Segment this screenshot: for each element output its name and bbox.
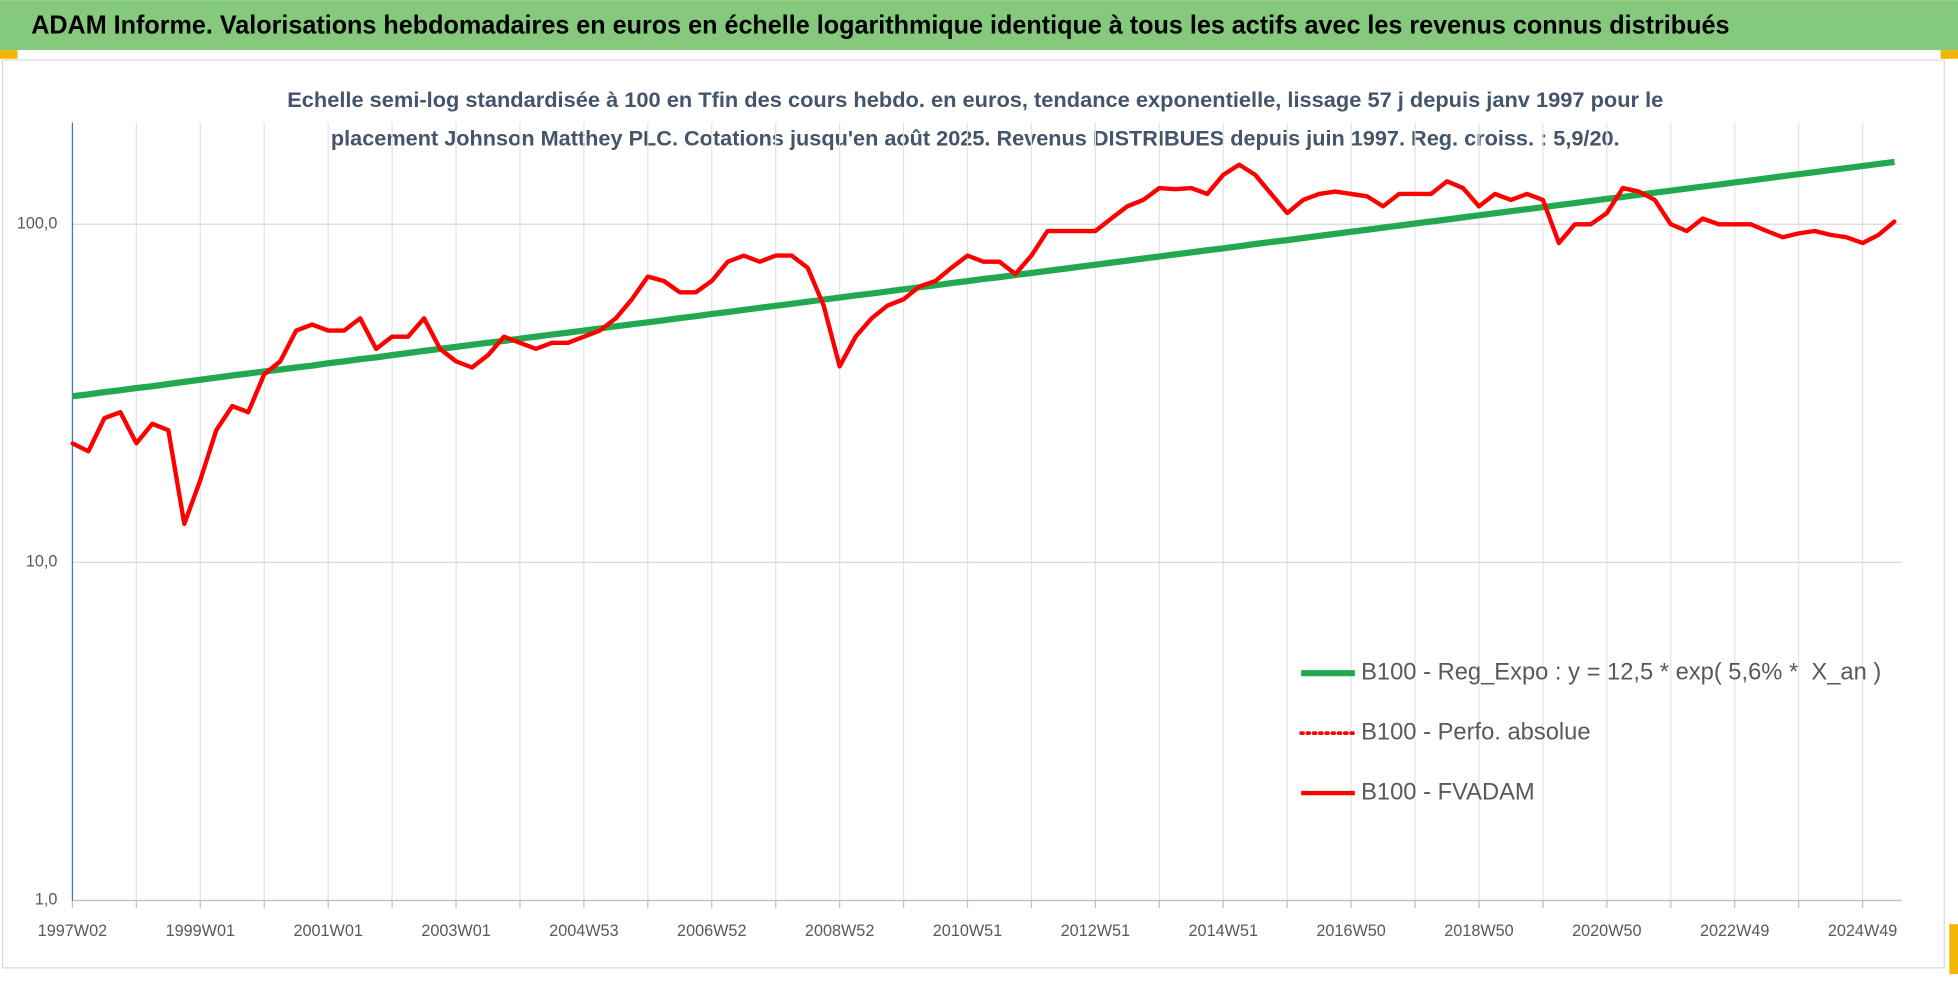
corner [1940, 50, 1958, 59]
corner [0, 50, 18, 59]
corner [1949, 924, 1958, 975]
x-tick-label: 2024W49 [1828, 922, 1897, 940]
y-tick-label: 1,0 [35, 891, 58, 909]
chart-subtitle: Echelle semi-log standardisée à 100 en T… [287, 89, 1663, 112]
series-line [72, 158, 1895, 400]
x-tick-label: 2003W01 [421, 922, 490, 940]
x-tick-label: 2012W51 [1061, 922, 1130, 940]
y-tick-label: 10,0 [26, 553, 58, 571]
x-tick-label: 2022W49 [1700, 922, 1769, 940]
x-tick-label: 1999W01 [166, 922, 235, 940]
x-tick-label: 2008W52 [805, 922, 874, 940]
legend-label: B100 - FVADAM [1361, 779, 1535, 805]
series-line [71, 162, 1896, 527]
legend-label: B100 - Perfo. absolue [1361, 719, 1590, 745]
x-tick-label: 2010W51 [933, 922, 1002, 940]
legend-label: B100 - Reg_Expo : y = 12,5 * exp( 5,6% *… [1361, 659, 1881, 685]
x-tick-label: 2006W52 [677, 922, 746, 940]
x-tick-label: 2014W51 [1189, 922, 1258, 940]
chart-subtitle: placement Johnson Matthey PLC. Cotations… [331, 128, 1620, 151]
x-tick-label: 2018W50 [1444, 922, 1513, 940]
plot-frame [1, 59, 1945, 969]
header-bar [0, 0, 1958, 51]
x-tick-label: 2016W50 [1316, 922, 1385, 940]
page-title: ADAM Informe. Valorisations hebdomadaire… [31, 9, 1729, 39]
x-tick-label: 2004W53 [549, 922, 618, 940]
x-tick-label: 1997W02 [38, 922, 107, 940]
y-tick-label: 100,0 [17, 215, 58, 233]
x-tick-label: 2001W01 [293, 922, 362, 940]
x-tick-label: 2020W50 [1572, 922, 1641, 940]
